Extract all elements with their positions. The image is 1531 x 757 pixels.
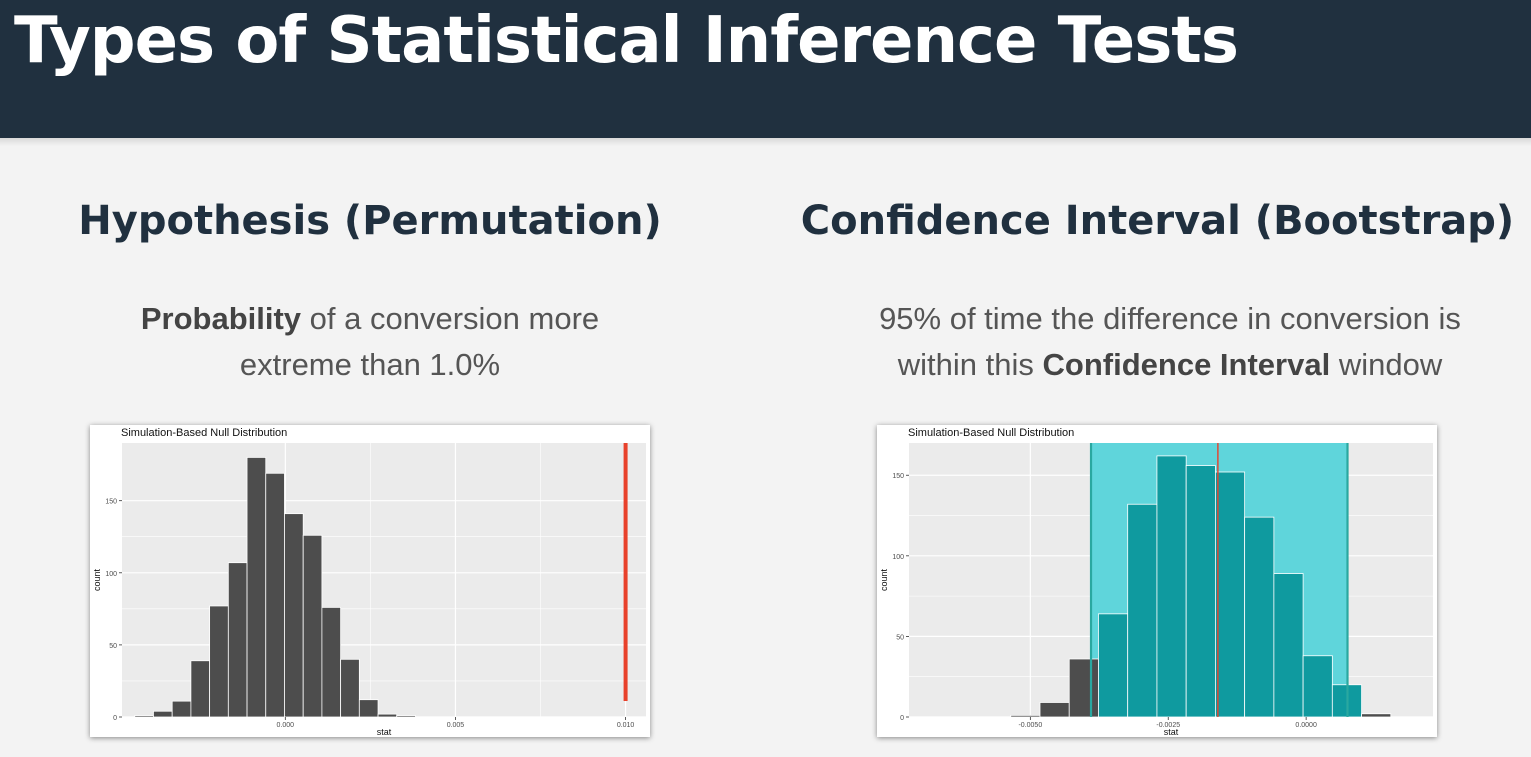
- page-title: Types of Statistical Inference Tests: [14, 4, 1239, 78]
- histogram-bar: [1127, 503, 1158, 718]
- histogram-bar: [1273, 573, 1304, 718]
- histogram-bar: [1098, 613, 1129, 718]
- histogram-bar: [1156, 455, 1187, 718]
- y-tick-label: 50: [896, 634, 904, 641]
- permutation-null-distribution-plot: Simulation-Based Null Distribution 0 50 100…: [90, 425, 650, 737]
- left-column-description: Probability of a conversion more extreme…: [40, 296, 700, 388]
- left-desc-bold: Probability: [140, 301, 302, 336]
- histogram-bar: [1244, 516, 1275, 718]
- y-axis-label: count: [879, 568, 889, 591]
- histogram-bar: [302, 534, 323, 718]
- x-axis-label: stat: [377, 727, 392, 737]
- right-desc-line2-post: window: [1330, 347, 1443, 382]
- histogram-bar: [1215, 471, 1246, 718]
- histogram-bar: [1010, 714, 1041, 718]
- histogram-bar: [171, 700, 192, 718]
- histogram-bar: [153, 710, 173, 718]
- histogram-bar: [227, 562, 248, 718]
- bootstrap-distribution-plot: Simulation-Based Null Distribution 0 50 100…: [877, 425, 1437, 737]
- chart-title: Simulation-Based Null Distribution: [908, 427, 1074, 439]
- y-tick-label: 150: [892, 473, 904, 480]
- right-desc-line1: 95% of time the difference in conversion…: [879, 301, 1461, 336]
- left-column-title: Hypothesis (Permutation): [78, 198, 662, 244]
- histogram-bar: [396, 715, 416, 718]
- y-tick-label: 0: [900, 715, 904, 722]
- histogram-bar: [1068, 658, 1099, 718]
- histogram-bar: [1039, 702, 1070, 718]
- left-desc-line2: extreme than 1.0%: [239, 347, 501, 382]
- x-axis-label: stat: [1164, 727, 1179, 737]
- right-column-description: 95% of time the difference in conversion…: [790, 296, 1531, 388]
- histogram-bar: [265, 472, 285, 718]
- y-tick-label: 100: [105, 571, 117, 578]
- y-tick-label: 50: [109, 643, 117, 650]
- x-tick-label: 0.000: [277, 722, 295, 729]
- right-desc-bold: Confidence Interval: [1042, 347, 1331, 382]
- permutation-histogram-svg: Simulation-Based Null Distribution 0 50 100…: [92, 427, 646, 737]
- header-divider: [0, 138, 1531, 146]
- slide-header: Types of Statistical Inference Tests: [0, 0, 1531, 138]
- x-tick-label: 0.005: [447, 722, 465, 729]
- y-tick-label: 100: [892, 554, 904, 561]
- bootstrap-histogram-svg: Simulation-Based Null Distribution 0 50 100…: [879, 427, 1433, 737]
- right-column-title: Confidence Interval (Bootstrap): [800, 198, 1515, 244]
- histogram-bar: [1361, 713, 1392, 718]
- chart-title: Simulation-Based Null Distribution: [121, 427, 287, 439]
- histogram-bar: [1185, 465, 1216, 718]
- histogram-bar: [209, 605, 229, 718]
- x-tick-label: 0.0000: [1295, 722, 1317, 729]
- histogram-bar: [246, 457, 267, 718]
- histogram-bar: [134, 715, 154, 718]
- histogram-bar: [340, 658, 360, 718]
- histogram-bar: [1302, 655, 1333, 718]
- y-axis-label: count: [92, 568, 102, 591]
- histogram-bar: [377, 713, 398, 718]
- right-desc-line2-pre: within this: [897, 347, 1043, 382]
- left-desc-line1: of a conversion more: [301, 301, 600, 336]
- x-tick-label: -0.0025: [1156, 722, 1180, 729]
- x-tick-label: 0.010: [617, 722, 635, 729]
- histogram-bar: [284, 513, 304, 718]
- histogram-bar: [358, 699, 379, 718]
- y-tick-label: 150: [105, 499, 117, 506]
- y-tick-label: 0: [113, 715, 117, 722]
- x-tick-label: -0.0050: [1018, 722, 1042, 729]
- histogram-bar: [190, 660, 211, 718]
- histogram-bar: [321, 606, 342, 718]
